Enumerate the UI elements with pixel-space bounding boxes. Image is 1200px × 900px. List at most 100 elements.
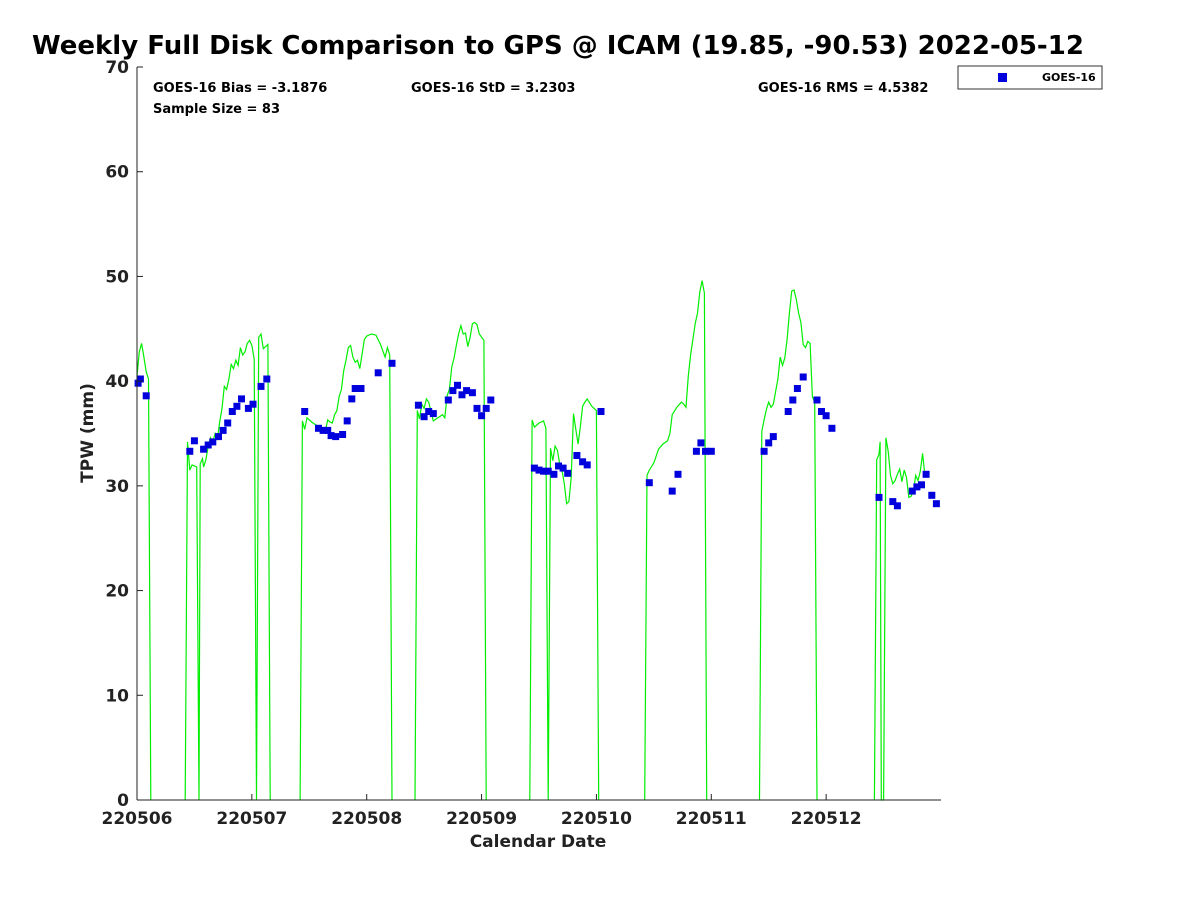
goes16-point (822, 412, 830, 420)
goes16-point (190, 437, 198, 445)
y-tick-label: 60 (105, 163, 129, 183)
goes16-point (875, 493, 883, 501)
chart-title: Weekly Full Disk Comparison to GPS @ ICA… (32, 31, 1084, 61)
y-tick-label: 10 (105, 686, 129, 706)
goes16-point (357, 385, 365, 392)
goes16-point (351, 385, 359, 392)
y-tick-label: 0 (117, 791, 129, 811)
goes16-point (204, 441, 212, 449)
y-tick-label: 70 (105, 58, 129, 78)
goes16-point (769, 433, 777, 441)
rms-stat: GOES-16 RMS = 4.5382 (758, 81, 928, 96)
goes16-point (707, 447, 715, 455)
goes16-point (209, 438, 217, 446)
legend: GOES-16 (957, 65, 1103, 90)
goes16-point (813, 396, 821, 404)
x-ticks: 220506 220507 220508 220509 220510 220511 2205… (102, 794, 862, 829)
goes16-point (339, 431, 347, 438)
gps-line-segment (529, 397, 600, 801)
goes16-point (674, 470, 682, 478)
goes16-point (458, 391, 466, 399)
x-axis-label: Calendar Date (470, 832, 607, 852)
goes16-point (257, 382, 265, 390)
y-tick-label: 20 (105, 582, 129, 602)
goes16-point (249, 400, 257, 408)
goes16-point (668, 487, 676, 495)
goes16-point (702, 447, 709, 455)
goes16-point (233, 402, 241, 410)
x-tick-label: 220512 (791, 809, 862, 829)
goes16-point (449, 387, 457, 395)
goes16-point (315, 424, 322, 432)
goes16-point (579, 458, 587, 466)
goes16-point (324, 426, 332, 434)
goes16-point (478, 412, 486, 420)
goes16-point (784, 408, 792, 415)
goes16-point (134, 379, 142, 387)
bias-stat: GOES-16 Bias = -3.1876 (153, 81, 327, 96)
y-ticks: 0 10 20 30 40 50 60 70 (105, 58, 143, 811)
goes16-point (487, 396, 495, 404)
goes16-point (263, 375, 271, 383)
goes16-point (583, 461, 591, 469)
gps-line-segment (414, 321, 487, 801)
goes16-point (343, 417, 351, 425)
goes16-point (414, 401, 422, 409)
goes16-point (550, 470, 558, 478)
goes16-point (645, 479, 653, 487)
goes16-point (374, 369, 382, 377)
x-tick-label: 220506 (102, 809, 173, 829)
goes16-point (597, 408, 605, 415)
goes16-point (893, 502, 901, 510)
std-stat: GOES-16 StD = 3.2303 (411, 81, 575, 96)
goes16-point (564, 469, 572, 477)
goes16-point (799, 373, 807, 381)
goes16-point (760, 447, 768, 455)
gps-line-segment (184, 332, 271, 801)
goes16-point (828, 424, 836, 432)
goes16-point (420, 413, 428, 421)
goes16-point (473, 404, 481, 412)
goes16-point (219, 426, 227, 434)
goes16-point (200, 445, 208, 453)
goes16-point (244, 404, 252, 412)
goes16-point (463, 387, 471, 395)
goes16-point (348, 395, 356, 403)
goes16-point (818, 408, 825, 415)
goes16-point (429, 410, 437, 418)
goes16-point (918, 481, 925, 489)
goes16-point (922, 470, 930, 478)
goes16-point (388, 359, 396, 367)
plot-area (137, 67, 941, 800)
goes16-point (228, 408, 236, 415)
goes16-point (928, 491, 936, 499)
legend-box (957, 65, 1103, 90)
goes16-point (468, 389, 476, 397)
goes16-point (913, 483, 921, 491)
y-tick-label: 40 (105, 372, 129, 392)
goes16-point (319, 426, 327, 434)
goes16-point (444, 396, 452, 404)
goes16-point (136, 375, 144, 383)
goes16-point (454, 381, 461, 389)
goes16-point (332, 433, 340, 441)
goes16-point (573, 452, 581, 459)
goes16-point (765, 439, 773, 447)
goes16-point (425, 408, 433, 415)
goes16-point (793, 385, 801, 392)
y-axis-label: TPW (mm) (78, 383, 98, 483)
x-tick-label: 220508 (331, 809, 402, 829)
goes16-point (482, 404, 490, 412)
goes16-point (932, 500, 940, 508)
y-tick-label: 50 (105, 267, 129, 287)
goes16-point (540, 467, 548, 475)
goes16-point (238, 395, 245, 403)
goes16-point (889, 498, 897, 506)
goes16-point (215, 433, 222, 441)
gps-line-segment (644, 280, 708, 801)
gps-line-segment (136, 343, 152, 801)
goes16-point (301, 408, 309, 415)
x-tick-label: 220511 (676, 809, 747, 829)
x-tick-label: 220507 (216, 809, 287, 829)
goes16-point (327, 432, 335, 440)
